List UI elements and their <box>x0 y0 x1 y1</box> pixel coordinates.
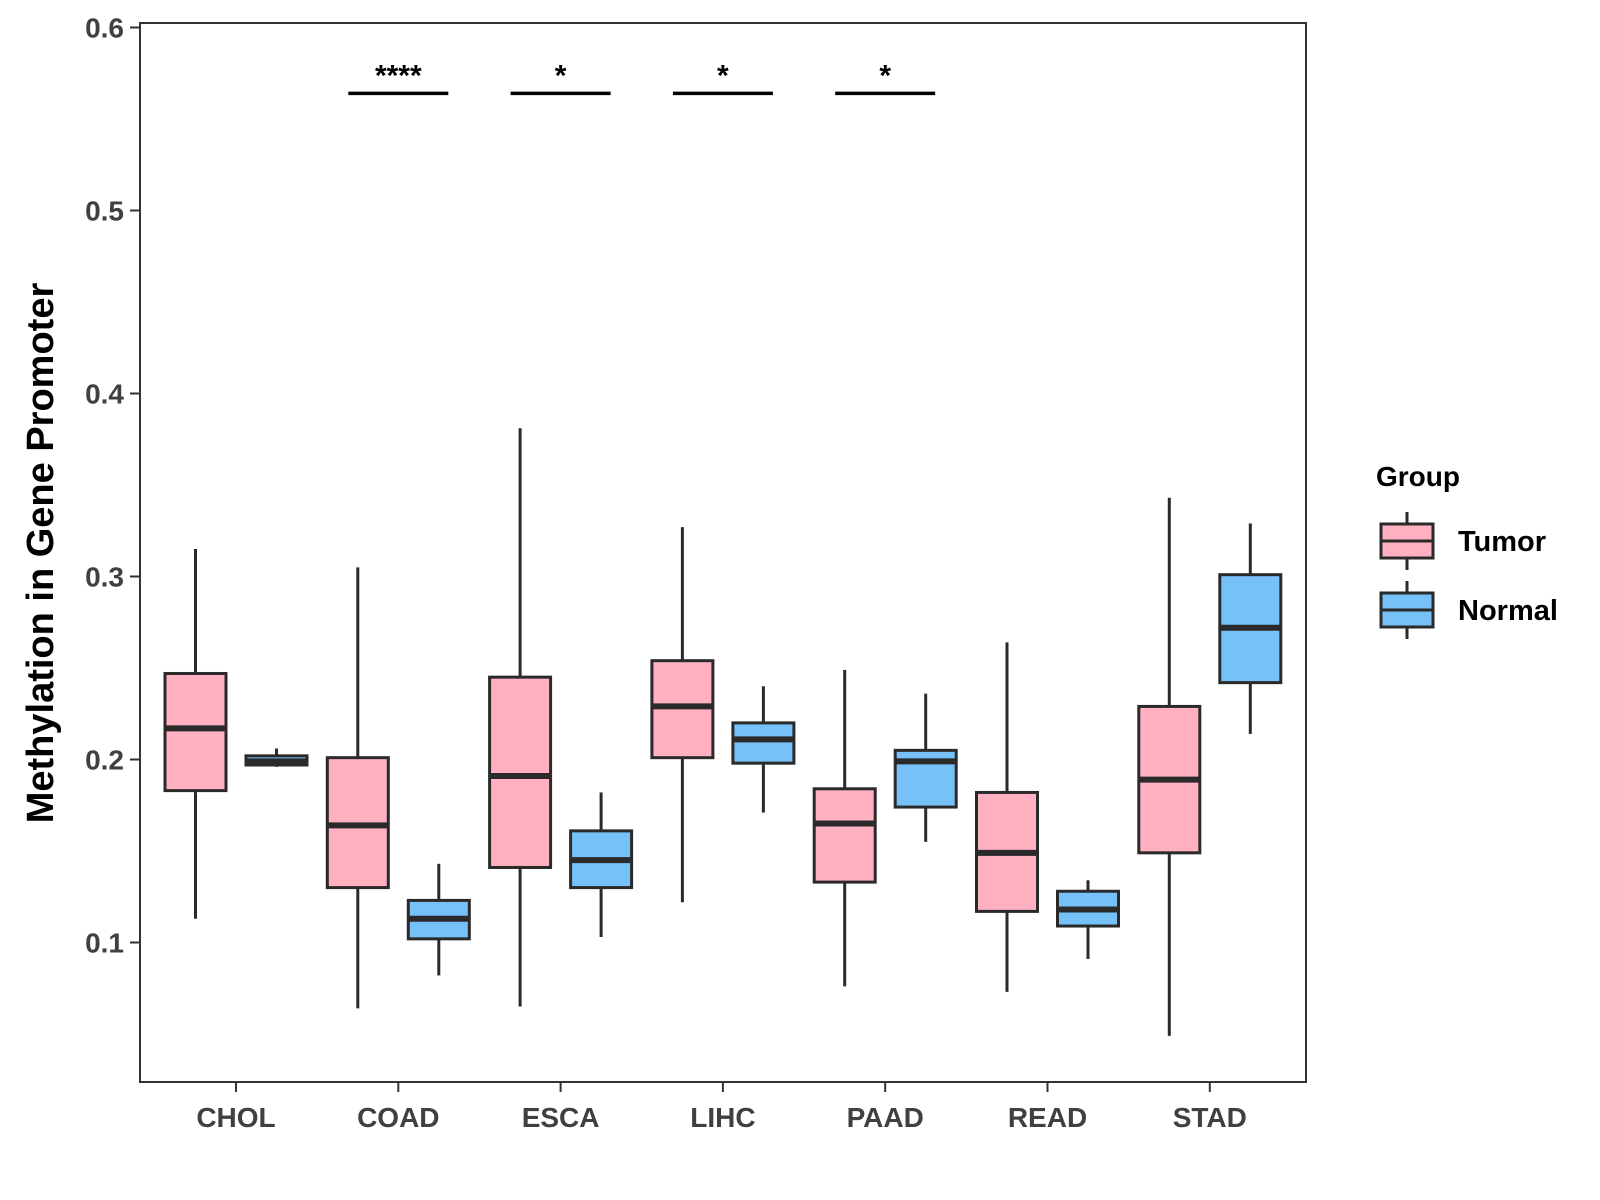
legend-label: Tumor <box>1458 526 1546 558</box>
box-tumor-lihc <box>650 527 715 903</box>
y-tick-label: 0.3 <box>85 562 124 593</box>
plot-panel-border <box>139 22 1307 1083</box>
y-tick-label: 0.6 <box>85 13 124 44</box>
legend-item-normal: Normal <box>1379 581 1558 639</box>
box-iqr <box>163 671 228 793</box>
x-tick-label: READ <box>1008 1102 1087 1133</box>
box-normal-read <box>1056 880 1120 959</box>
x-tick-label: STAD <box>1173 1102 1247 1133</box>
box-normal-chol <box>244 748 309 767</box>
y-tick-label: 0.2 <box>85 745 124 776</box>
y-axis-title: Methylation in Gene Promoter <box>20 283 62 824</box>
box-normal-esca <box>569 792 634 938</box>
legend-label: Normal <box>1458 595 1558 627</box>
box-tumor-chol <box>163 549 228 919</box>
x-tick-label: ESCA <box>522 1102 600 1133</box>
box-normal-lihc <box>731 686 796 813</box>
box-normal-paad <box>893 693 958 842</box>
y-tick-label: 0.1 <box>85 928 124 959</box>
box-iqr <box>488 675 553 869</box>
box-tumor-esca <box>488 428 553 1007</box>
box-normal-stad <box>1218 523 1283 734</box>
box-tumor-coad <box>325 567 390 1009</box>
box-iqr <box>731 721 796 765</box>
legend-item-tumor: Tumor <box>1379 512 1546 570</box>
plot-area: 0.1 0.2 0.3 0.4 0.5 0.6 CHOL COAD ESCA LIHC PAAD RE… <box>85 13 1307 1133</box>
x-tick-label: COAD <box>357 1102 439 1133</box>
box-iqr <box>812 787 877 884</box>
y-tick-label: 0.4 <box>85 379 124 410</box>
legend-title: Group <box>1376 461 1460 492</box>
y-tick-label: 0.5 <box>85 196 124 227</box>
significance-label: * <box>555 59 567 92</box>
legend: Group Tumor Normal <box>1376 461 1558 639</box>
box-tumor-read <box>975 642 1039 992</box>
box-tumor-paad <box>812 669 877 987</box>
significance-label: * <box>879 59 891 92</box>
significance-label: **** <box>375 59 422 92</box>
x-tick-label: CHOL <box>196 1102 275 1133</box>
box-normal-coad <box>406 863 471 976</box>
box-tumor-stad <box>1137 497 1202 1036</box>
x-tick-label: LIHC <box>690 1102 755 1133</box>
x-tick-label: PAAD <box>847 1102 924 1133</box>
significance-label: * <box>717 59 729 92</box>
